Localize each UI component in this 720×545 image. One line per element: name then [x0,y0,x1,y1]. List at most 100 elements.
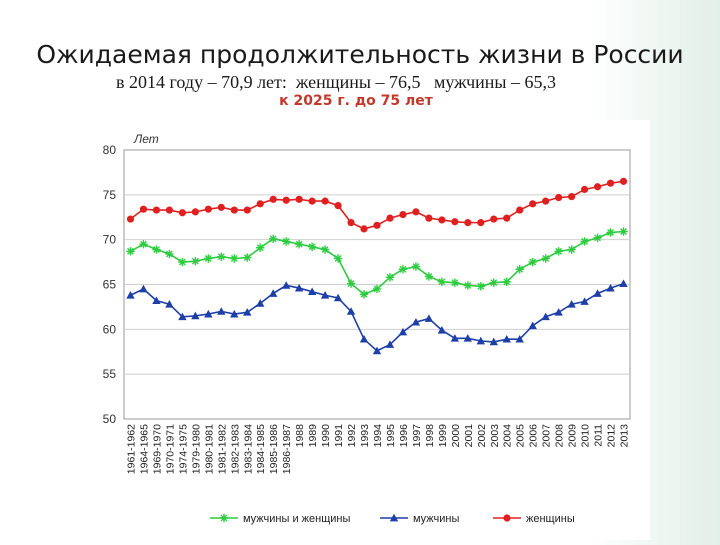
data-point [359,334,369,343]
data-point [567,300,576,308]
data-point [398,265,408,274]
chart-panel: 50 55 60 65 70 75 80 Лет 1961-1962 1964-1965 196… [80,120,650,540]
x-tick-label: 1980-1981 [203,424,215,474]
data-point [139,239,148,249]
data-point [281,237,291,246]
x-tick-label: 1961-1962 [125,424,137,474]
x-tick-label: 1990 [320,424,332,448]
data-point [269,234,278,243]
data-point [126,247,135,256]
legend-marker [219,513,229,523]
data-point [541,312,550,321]
data-point [256,243,265,252]
data-point [502,277,511,287]
y-axis: 50 55 60 65 70 75 80 [103,143,117,426]
data-point [541,254,550,263]
data-point [554,308,563,316]
data-point [619,227,628,236]
data-point [516,206,524,214]
y-tick-label: 55 [103,367,117,381]
data-point [593,289,602,297]
data-point [528,321,537,330]
data-point [463,281,473,290]
life-expectancy-chart: 50 55 60 65 70 75 80 Лет 1961-1962 1964-1965 196… [103,132,631,525]
x-tick-label: 1997 [411,424,423,448]
x-tick-label: 1979-1980 [190,424,202,474]
data-point [334,201,342,210]
data-point [178,209,186,217]
y-tick-label: 50 [103,412,117,426]
x-tick-label: 1998 [424,424,436,448]
data-point [126,291,135,299]
data-point [425,214,433,222]
series-3 [126,177,628,233]
data-point [243,253,252,262]
data-point [333,293,343,302]
data-point [437,326,447,334]
x-tick-label: 1982-1983 [229,424,241,474]
x-tick-label: 1993 [359,424,371,448]
legend-item: мужчины и женщины [210,513,350,525]
legend-label: мужчины [413,513,459,525]
data-point [424,272,434,281]
data-point [477,219,485,227]
data-point [593,183,602,191]
data-point [372,346,382,355]
data-point [359,290,369,299]
data-point [580,185,589,194]
data-point [191,208,199,216]
data-point [437,277,447,287]
x-tick-label: 2002 [476,424,488,448]
data-point [165,206,174,214]
data-point [294,283,304,292]
data-point [256,299,265,307]
data-point [555,193,563,202]
data-point [606,283,615,292]
data-point [217,252,226,261]
data-point [139,205,148,213]
x-tick-label: 1989 [307,424,319,448]
data-point [321,197,329,205]
data-point [295,195,303,203]
data-point [399,210,407,219]
data-point [542,197,550,205]
x-tick-label: 2013 [619,424,631,448]
data-point [256,200,264,208]
series-group [126,177,628,355]
x-tick-label: 2012 [606,424,618,448]
data-point [347,219,355,227]
data-point [320,245,330,254]
legend-marker [389,513,399,522]
x-tick-label: 2010 [580,424,592,448]
y-tick-label: 60 [103,322,117,336]
data-point [217,203,225,211]
data-point [152,206,161,214]
data-point [308,197,316,205]
data-point [346,279,356,288]
data-point [450,278,460,287]
data-point [619,177,628,185]
x-tick-label: 2001 [463,424,475,448]
data-point [230,254,239,263]
data-point [281,281,291,289]
x-tick-label: 2009 [567,424,579,448]
x-tick-label: 1985-1986 [268,424,280,474]
x-tick-label: 2006 [528,424,540,448]
data-point [152,245,161,254]
data-point [438,216,446,224]
x-tick-label: 1984-1985 [255,424,267,474]
data-point [463,334,473,342]
x-tick-label: 1996 [398,424,410,448]
data-point [372,284,382,294]
data-point [554,247,563,256]
data-point [385,273,395,282]
data-point [243,308,252,316]
data-point [529,200,537,208]
data-point [165,300,174,308]
legend: мужчины и женщины мужчины женщины [210,513,575,525]
data-point [515,265,524,274]
x-tick-label: 1983-1984 [242,424,254,474]
data-point [580,297,589,305]
data-point [152,296,161,304]
data-point [230,206,238,214]
